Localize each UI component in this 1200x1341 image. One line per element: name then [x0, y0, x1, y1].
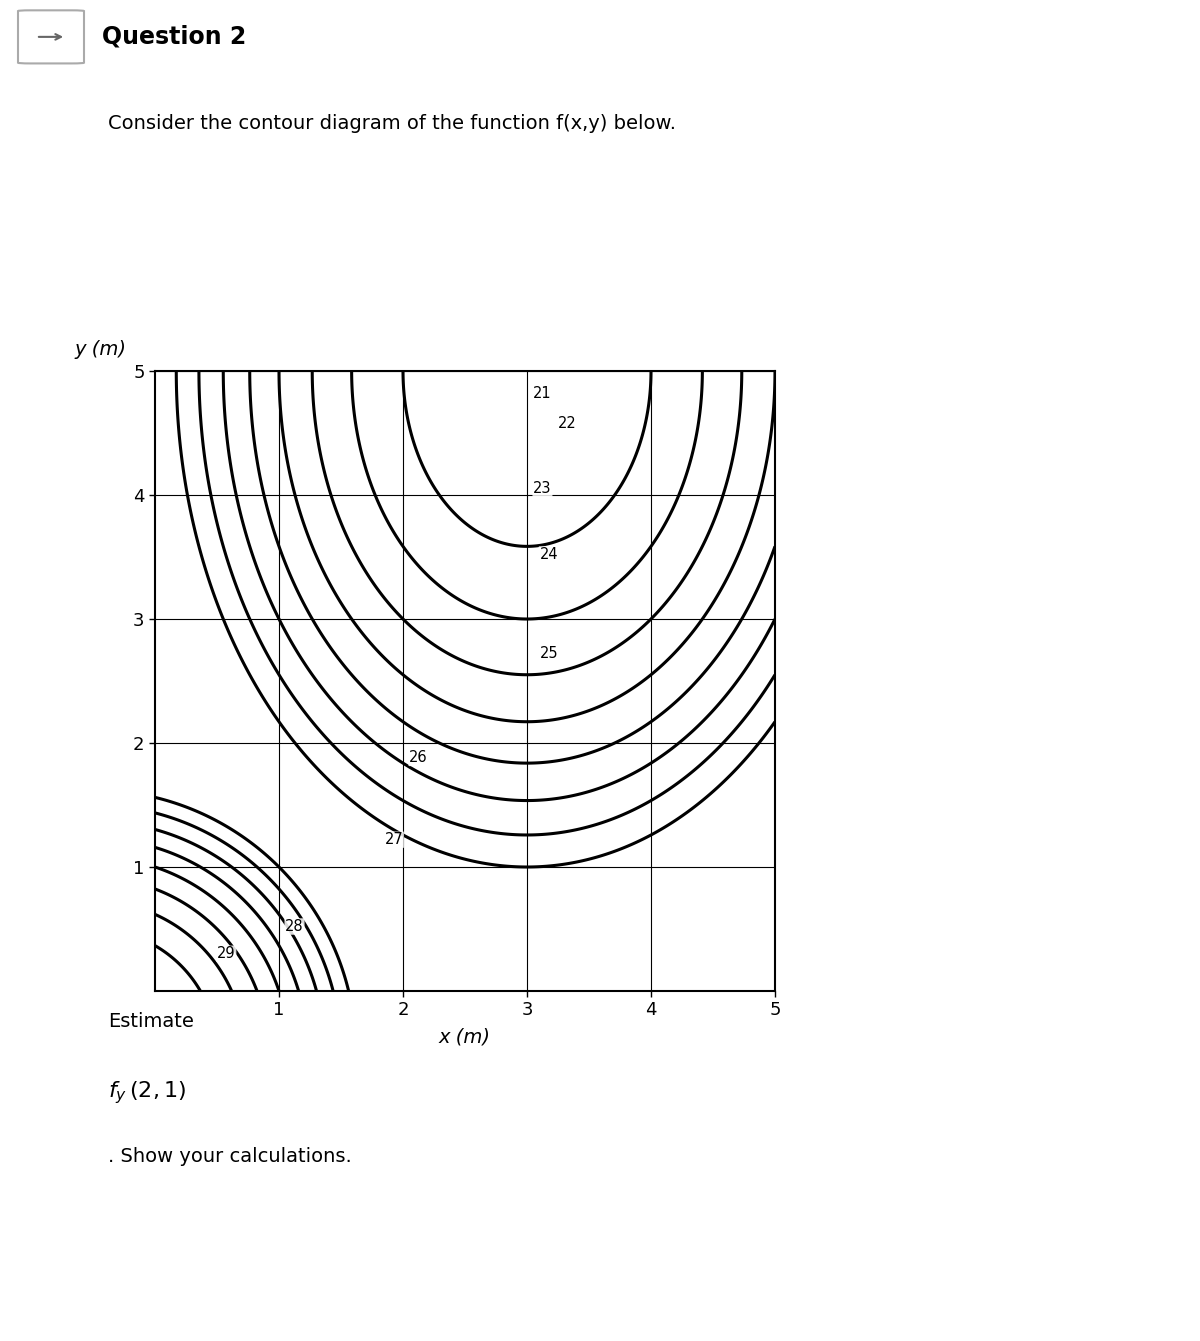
Text: 29: 29: [217, 947, 235, 961]
Text: 27: 27: [384, 833, 403, 848]
Text: Consider the contour diagram of the function f(x,y) below.: Consider the contour diagram of the func…: [108, 114, 676, 133]
Text: 25: 25: [540, 646, 558, 661]
Text: 26: 26: [409, 751, 428, 766]
Text: Estimate: Estimate: [108, 1012, 194, 1031]
Text: 23: 23: [533, 481, 552, 496]
X-axis label: x (m): x (m): [439, 1027, 491, 1047]
Text: 22: 22: [558, 416, 577, 430]
Text: . Show your calculations.: . Show your calculations.: [108, 1147, 352, 1165]
Text: y (m): y (m): [74, 339, 126, 358]
Text: 21: 21: [533, 386, 552, 401]
FancyBboxPatch shape: [18, 11, 84, 63]
Text: 24: 24: [540, 547, 558, 562]
Text: Question 2: Question 2: [102, 25, 246, 48]
Text: 28: 28: [286, 919, 304, 935]
Text: $f_y\,(2, 1)$: $f_y\,(2, 1)$: [108, 1080, 186, 1106]
